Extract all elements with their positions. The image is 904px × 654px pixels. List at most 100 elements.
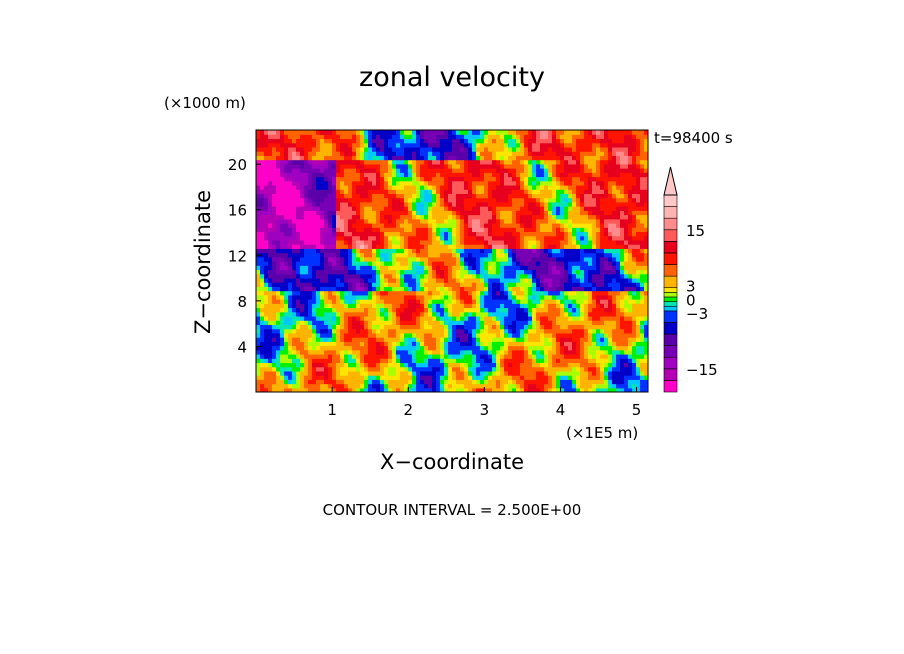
contour-cell: [312, 261, 317, 266]
contour-cell: [320, 273, 325, 279]
contour-cell: [288, 315, 293, 321]
contour-cell: [264, 189, 269, 194]
contour-cell: [616, 210, 621, 216]
contour-cell: [500, 218, 505, 224]
contour-cell: [344, 261, 349, 266]
contour-cell: [568, 358, 573, 364]
contour-cell: [308, 315, 313, 321]
contour-cell: [508, 227, 513, 233]
contour-cell: [620, 269, 625, 275]
contour-cell: [500, 252, 505, 258]
contour-cell: [372, 252, 377, 258]
contour-cell: [536, 383, 541, 389]
contour-cell: [620, 362, 625, 368]
contour-cell: [580, 307, 585, 313]
contour-cell: [376, 189, 381, 194]
contour-cell: [272, 231, 277, 237]
contour-cell: [472, 189, 477, 194]
contour-cell: [312, 176, 317, 182]
contour-cell: [360, 353, 365, 359]
contour-cell: [380, 299, 385, 304]
contour-cell: [272, 176, 277, 182]
contour-cell: [408, 176, 413, 182]
contour-cell: [572, 214, 577, 220]
contour-cell: [284, 387, 289, 392]
contour-cell: [532, 256, 537, 262]
contour-cell: [324, 353, 329, 359]
contour-cell: [428, 349, 433, 355]
contour-cell: [472, 337, 477, 342]
contour-cell: [296, 286, 301, 292]
contour-cell: [440, 248, 445, 254]
contour-cell: [356, 193, 361, 199]
contour-cell: [404, 383, 409, 389]
contour-cell: [408, 315, 413, 321]
contour-cell: [416, 269, 421, 275]
contour-cell: [348, 277, 353, 283]
contour-cell: [304, 379, 309, 385]
contour-cell: [548, 328, 553, 334]
contour-cell: [344, 197, 349, 203]
contour-cell: [264, 206, 269, 211]
contour-cell: [620, 197, 625, 203]
contour-cell: [320, 231, 325, 237]
contour-cell: [560, 222, 565, 228]
contour-cell: [496, 282, 501, 287]
contour-cell: [460, 387, 465, 392]
contour-cell: [448, 184, 453, 190]
contour-cell: [312, 320, 317, 325]
contour-cell: [540, 277, 545, 283]
contour-cell: [432, 193, 437, 199]
contour-cell: [388, 299, 393, 304]
contour-cell: [460, 256, 465, 262]
contour-cell: [548, 315, 553, 321]
contour-cell: [420, 303, 425, 309]
contour-cell: [300, 201, 305, 207]
contour-cell: [416, 261, 421, 266]
contour-cell: [440, 206, 445, 211]
contour-cell: [396, 184, 401, 190]
contour-cell: [348, 193, 353, 199]
contour-cell: [536, 256, 541, 262]
contour-cell: [268, 252, 273, 258]
contour-cell: [556, 345, 561, 351]
contour-cell: [380, 324, 385, 330]
contour-cell: [372, 299, 377, 304]
contour-cell: [492, 337, 497, 342]
contour-cell: [544, 315, 549, 321]
contour-cell: [260, 210, 265, 216]
contour-cell: [324, 218, 329, 224]
contour-cell: [396, 366, 401, 372]
contour-cell: [580, 286, 585, 292]
contour-cell: [316, 379, 321, 385]
contour-cell: [644, 231, 648, 237]
contour-cell: [500, 193, 505, 199]
contour-cell: [388, 222, 393, 228]
contour-cell: [472, 176, 477, 182]
contour-cell: [596, 210, 601, 216]
contour-cell: [464, 387, 469, 392]
contour-cell: [636, 303, 641, 309]
contour-cell: [296, 231, 301, 237]
contour-cell: [632, 307, 637, 313]
contour-cell: [584, 311, 589, 317]
contour-cell: [500, 349, 505, 355]
contour-cell: [360, 265, 365, 271]
contour-cell: [604, 345, 609, 351]
contour-cell: [348, 265, 353, 271]
contour-cell: [360, 235, 365, 241]
contour-cell: [580, 349, 585, 355]
contour-cell: [516, 235, 521, 241]
contour-cell: [508, 290, 513, 296]
contour-cell: [456, 358, 461, 364]
contour-cell: [544, 277, 549, 283]
contour-cell: [588, 379, 593, 385]
contour-cell: [308, 184, 313, 190]
contour-cell: [536, 362, 541, 368]
contour-cell: [428, 299, 433, 304]
contour-cell: [308, 375, 313, 380]
contour-cell: [312, 349, 317, 355]
contour-cell: [280, 328, 285, 334]
contour-cell: [520, 222, 525, 228]
contour-cell: [304, 273, 309, 279]
